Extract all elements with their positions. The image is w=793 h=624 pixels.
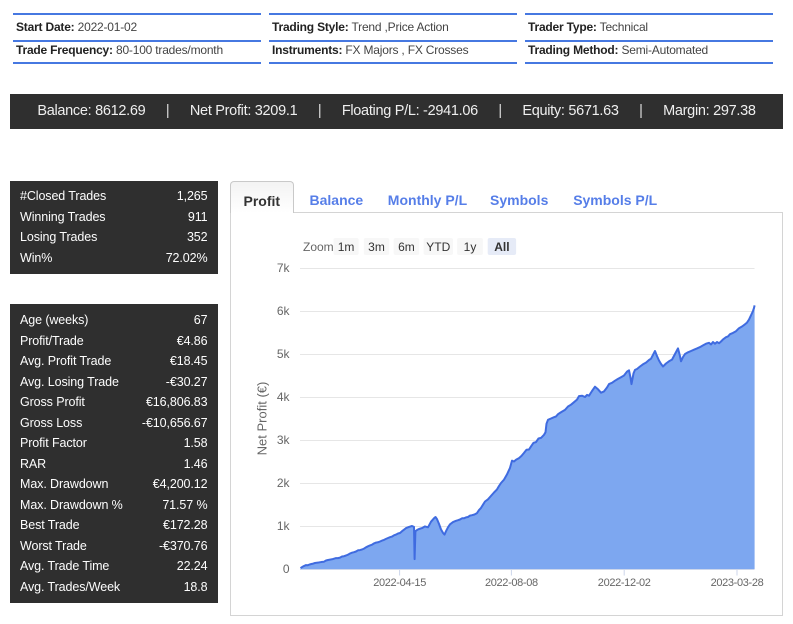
- svg-text:3m: 3m: [368, 240, 385, 254]
- svg-text:0: 0: [283, 562, 290, 576]
- svg-text:7k: 7k: [277, 261, 291, 275]
- svg-text:2k: 2k: [277, 476, 291, 490]
- svg-text:2023-03-28: 2023-03-28: [711, 577, 764, 589]
- svg-text:1k: 1k: [277, 519, 291, 533]
- svg-text:6k: 6k: [277, 304, 291, 318]
- svg-text:Zoom: Zoom: [303, 240, 334, 254]
- svg-text:Net Profit (€): Net Profit (€): [255, 382, 270, 456]
- svg-text:5k: 5k: [277, 347, 291, 361]
- svg-text:2022-12-02: 2022-12-02: [598, 577, 651, 589]
- svg-text:1m: 1m: [338, 240, 355, 254]
- svg-text:YTD: YTD: [426, 240, 450, 254]
- svg-text:All: All: [494, 240, 509, 254]
- svg-text:2022-04-15: 2022-04-15: [373, 577, 426, 589]
- svg-text:2022-08-08: 2022-08-08: [485, 577, 538, 589]
- svg-text:6m: 6m: [398, 240, 415, 254]
- svg-text:3k: 3k: [277, 433, 291, 447]
- svg-text:4k: 4k: [277, 390, 291, 404]
- svg-text:1y: 1y: [464, 240, 477, 254]
